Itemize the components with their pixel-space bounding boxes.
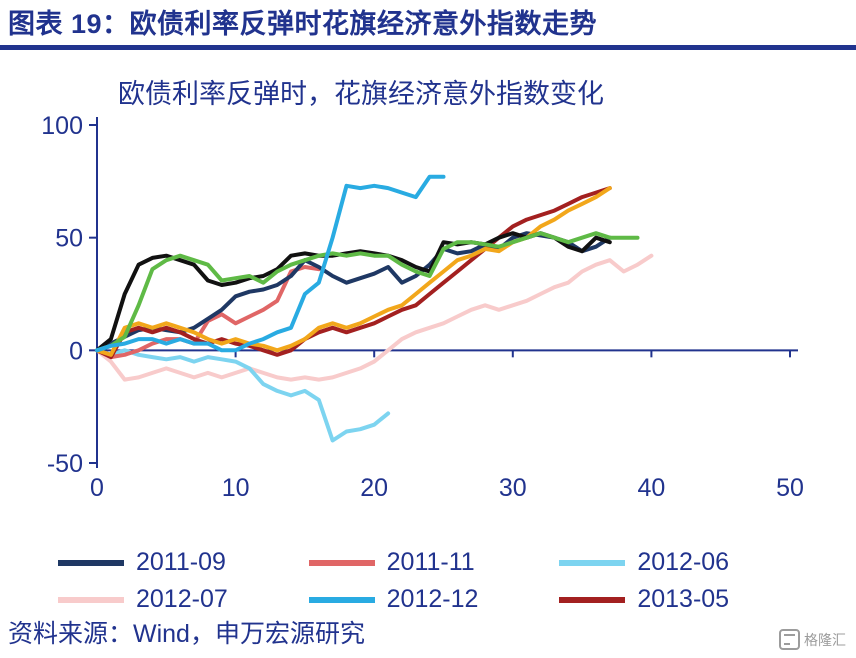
legend-swatch bbox=[58, 559, 124, 566]
legend-swatch bbox=[58, 596, 124, 603]
gelonghui-logo-icon bbox=[779, 629, 800, 650]
legend-swatch bbox=[559, 559, 626, 566]
legend-label: 2012-06 bbox=[637, 548, 730, 576]
series-line-2013-05 bbox=[95, 186, 612, 360]
figure-title: 图表 19：欧债利率反弹时花旗经济意外指数走势 bbox=[8, 9, 598, 39]
legend-item: 2012-07 bbox=[58, 583, 309, 616]
series-line-2012-07 bbox=[95, 253, 654, 382]
series-line-2012-06 bbox=[95, 348, 391, 443]
x-tick-label: 10 bbox=[222, 474, 250, 502]
series-line-2012-12 bbox=[95, 174, 446, 353]
figure-footer: 资料来源：Wind，申万宏源研究 格隆汇 bbox=[8, 614, 846, 650]
gelonghui-logo: 格隆汇 bbox=[779, 629, 846, 650]
x-tick-label: 30 bbox=[499, 474, 527, 502]
legend-swatch bbox=[308, 559, 375, 566]
x-tick-label: 50 bbox=[776, 474, 804, 502]
legend-item: 2011-09 bbox=[58, 546, 309, 579]
x-tick-label: 0 bbox=[90, 474, 104, 502]
y-tick-label: -50 bbox=[47, 450, 83, 478]
legend-swatch bbox=[559, 596, 626, 603]
y-tick-label: 50 bbox=[55, 225, 83, 253]
legend-label: 2011-09 bbox=[136, 548, 226, 576]
legend-label: 2011-11 bbox=[386, 548, 475, 576]
x-tick-label: 40 bbox=[637, 474, 665, 502]
gelonghui-logo-text: 格隆汇 bbox=[804, 631, 846, 648]
legend-label: 2012-12 bbox=[386, 585, 479, 613]
legend-item: 2012-12 bbox=[308, 583, 560, 616]
legend-item: 2013-05 bbox=[559, 583, 810, 616]
y-tick-label: 0 bbox=[69, 337, 83, 365]
series-line-green bbox=[95, 231, 640, 353]
legend-swatch bbox=[308, 596, 375, 603]
y-tick-label: 100 bbox=[41, 112, 83, 140]
legend-label: 2013-05 bbox=[637, 585, 730, 613]
x-tick-label: 20 bbox=[360, 474, 388, 502]
source-note: 资料来源：Wind，申万宏源研究 bbox=[8, 620, 365, 648]
legend-item: 2011-11 bbox=[308, 546, 560, 579]
chart-legend: 2011-09 2011-11 2012-06 2012-07 2012-12 … bbox=[58, 546, 810, 616]
legend-item: 2012-06 bbox=[559, 546, 810, 579]
chart-title: 欧债利率反弹时，花旗经济意外指数变化 bbox=[118, 79, 604, 109]
legend-label: 2012-07 bbox=[136, 585, 228, 613]
title-underline bbox=[0, 45, 856, 50]
